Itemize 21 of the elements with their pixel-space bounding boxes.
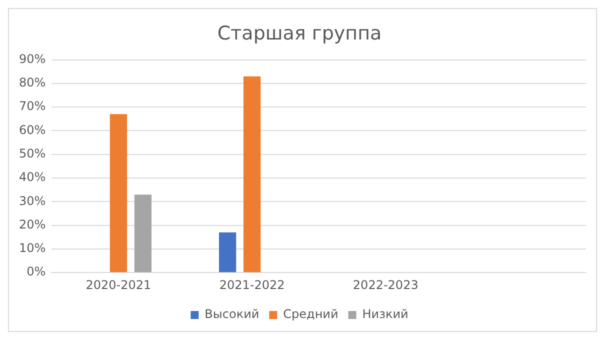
bar — [110, 114, 128, 272]
y-tick-label: 30% — [19, 194, 46, 208]
x-tick-label: 2020-2021 — [86, 278, 152, 292]
y-tick-label: 80% — [19, 76, 46, 90]
x-tick-label: 2021-2022 — [219, 278, 285, 292]
y-tick-label: 50% — [19, 146, 46, 161]
bar — [243, 76, 261, 272]
y-tick-label: 70% — [19, 99, 46, 114]
y-tick-label: 90% — [19, 52, 46, 66]
x-tick-label: 2022-2023 — [352, 278, 418, 292]
bar — [218, 232, 236, 272]
y-tick-label: 40% — [19, 170, 46, 184]
legend-label: Низкий — [362, 307, 408, 322]
y-tick-label: 0% — [26, 264, 46, 279]
bar — [134, 194, 152, 272]
legend-label: Средний — [283, 307, 338, 322]
chart-title: Старшая группа — [217, 22, 382, 44]
y-tick-label: 20% — [19, 217, 46, 232]
legend-label: Высокий — [204, 307, 260, 322]
y-tick-label: 60% — [19, 122, 46, 137]
y-tick-label: 10% — [19, 241, 46, 256]
